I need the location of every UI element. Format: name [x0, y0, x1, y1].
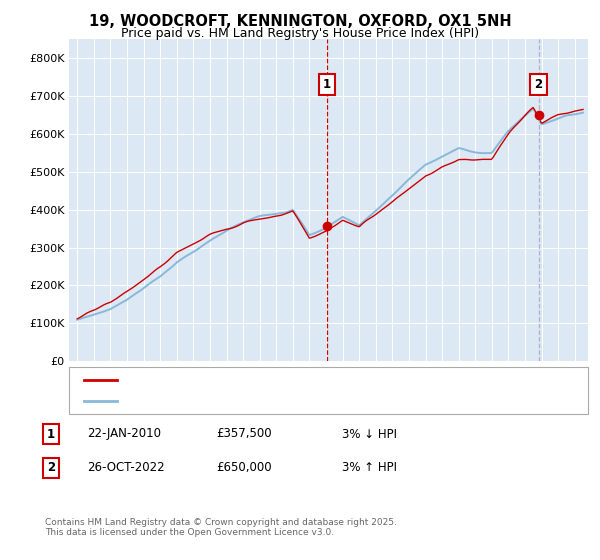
Text: 1: 1: [323, 78, 331, 91]
Text: 1: 1: [47, 427, 55, 441]
Text: £650,000: £650,000: [216, 461, 272, 474]
Text: Price paid vs. HM Land Registry's House Price Index (HPI): Price paid vs. HM Land Registry's House …: [121, 27, 479, 40]
Text: 2: 2: [47, 461, 55, 474]
Text: 3% ↓ HPI: 3% ↓ HPI: [342, 427, 397, 441]
Text: 26-OCT-2022: 26-OCT-2022: [87, 461, 164, 474]
Text: 19, WOODCROFT, KENNINGTON, OXFORD, OX1 5NH (detached house): 19, WOODCROFT, KENNINGTON, OXFORD, OX1 5…: [123, 375, 487, 385]
Text: 19, WOODCROFT, KENNINGTON, OXFORD, OX1 5NH: 19, WOODCROFT, KENNINGTON, OXFORD, OX1 5…: [89, 14, 511, 29]
Text: £357,500: £357,500: [216, 427, 272, 441]
Text: Contains HM Land Registry data © Crown copyright and database right 2025.
This d: Contains HM Land Registry data © Crown c…: [45, 518, 397, 538]
Text: 2: 2: [535, 78, 542, 91]
Text: 3% ↑ HPI: 3% ↑ HPI: [342, 461, 397, 474]
Text: HPI: Average price, detached house, Vale of White Horse: HPI: Average price, detached house, Vale…: [123, 396, 419, 406]
Text: 22-JAN-2010: 22-JAN-2010: [87, 427, 161, 441]
